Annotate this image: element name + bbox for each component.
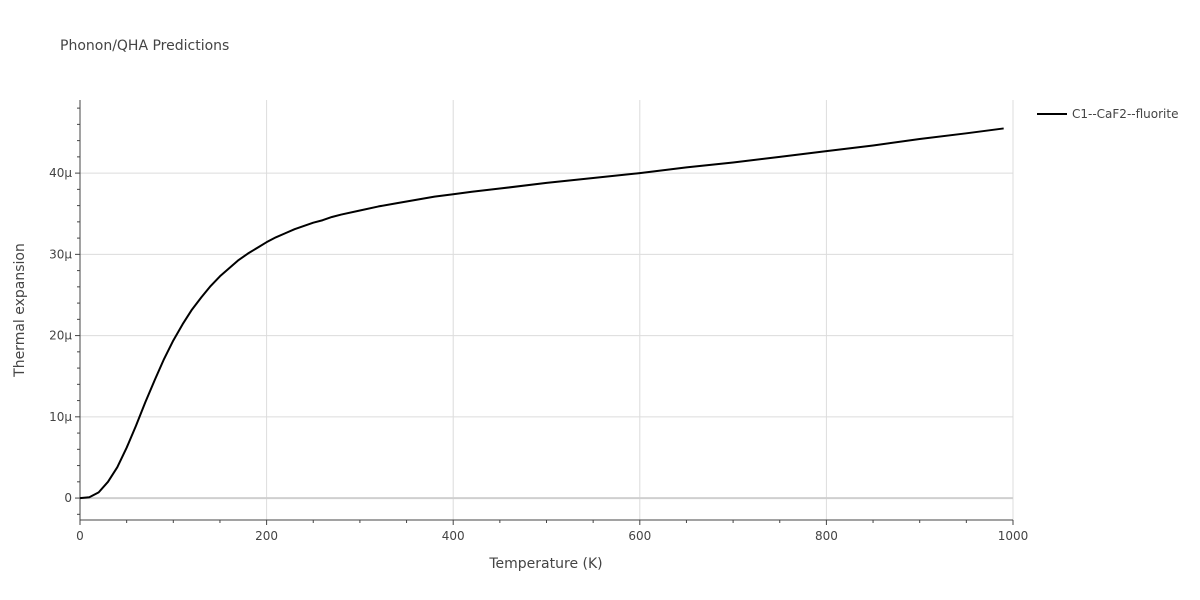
y-tick-label: 40μ — [49, 166, 72, 180]
x-tick-label: 1000 — [998, 529, 1029, 543]
grid — [80, 100, 1014, 520]
legend-label[interactable]: C1--CaF2--fluorite — [1072, 107, 1178, 121]
y-tick-label: 0 — [64, 491, 72, 505]
y-axis-title: Thermal expansion — [12, 243, 28, 378]
y-tick-label: 30μ — [49, 247, 72, 261]
axes: 0 200 400 600 800 1000 0 10μ 20μ 30μ 40μ — [49, 100, 1028, 543]
x-tick-label: 600 — [628, 529, 651, 543]
x-tick-label: 0 — [76, 529, 84, 543]
y-tick-label: 20μ — [49, 329, 72, 343]
x-tick-label: 800 — [815, 529, 838, 543]
series-line[interactable] — [79, 127, 1004, 500]
y-tick-label: 10μ — [49, 410, 72, 424]
plot-area — [79, 127, 1004, 500]
chart-title: Phonon/QHA Predictions — [60, 38, 229, 54]
legend[interactable]: C1--CaF2--fluorite — [1037, 107, 1178, 121]
x-tick-label: 200 — [255, 529, 278, 543]
x-tick-label: 400 — [442, 529, 465, 543]
x-axis-title: Temperature (K) — [488, 556, 602, 572]
